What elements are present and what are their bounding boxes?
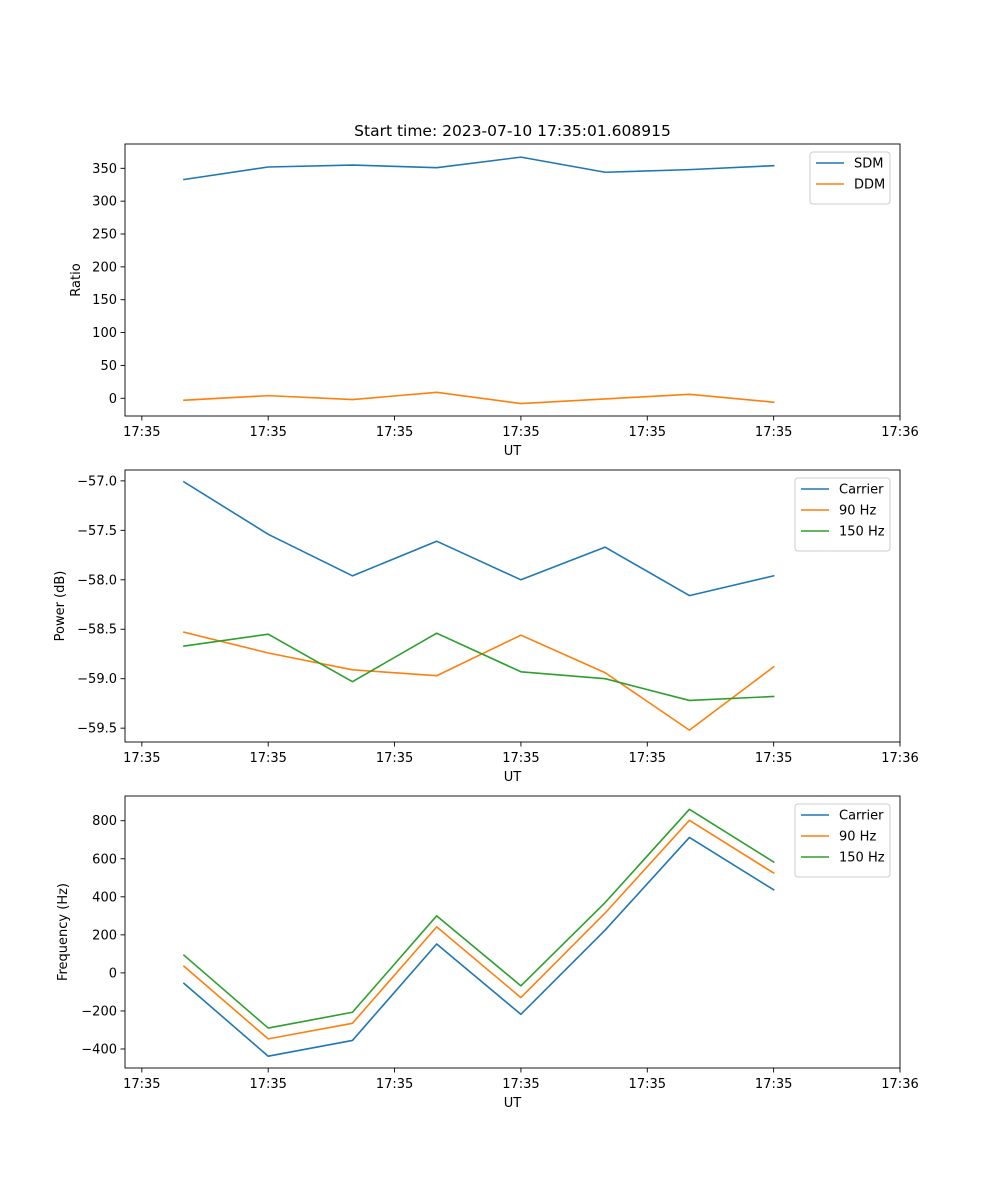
x-tick-label: 17:35 [123, 751, 160, 766]
y-tick-label: 0 [109, 966, 117, 981]
series-line-150-hz [182, 808, 775, 1029]
y-tick-label: −58.0 [77, 573, 117, 588]
series-line-90-hz [182, 819, 775, 1040]
legend: Carrier 90 Hz 150 Hz [794, 477, 891, 552]
x-tick-label: 17:36 [881, 751, 918, 766]
series-line-150-hz [183, 632, 775, 702]
x-axis-label: UT [504, 770, 522, 785]
y-axis-label: Frequency (Hz) [56, 883, 71, 981]
legend-label: DDM [854, 178, 885, 193]
series-line-sdm [183, 156, 775, 181]
legend: SDM DDM [809, 151, 891, 205]
x-tick-label: 17:35 [249, 751, 286, 766]
y-tick-label: 300 [92, 195, 117, 210]
x-tick-label: 17:35 [123, 425, 160, 440]
series-line-carrier [182, 480, 775, 597]
x-tick-label: 17:35 [629, 425, 666, 440]
x-tick-label: 17:35 [249, 425, 286, 440]
legend-label: SDM [854, 157, 883, 172]
y-tick-label: 600 [92, 852, 117, 867]
legend-box [794, 803, 891, 878]
x-tick-label: 17:36 [881, 1077, 918, 1092]
y-tick-label: −200 [81, 1004, 117, 1019]
y-tick-label: 50 [100, 359, 117, 374]
y-tick-label: 400 [92, 890, 117, 905]
y-axis-label: Ratio [69, 263, 84, 296]
x-tick-label: 17:35 [629, 1077, 666, 1092]
x-tick-label: 17:35 [755, 425, 792, 440]
x-tick-label: 17:35 [249, 1077, 286, 1092]
figure-title: Start time: 2023-07-10 17:35:01.608915 [354, 122, 671, 140]
legend-label: Carrier [839, 809, 884, 824]
legend-label: 150 Hz [839, 851, 885, 866]
legend-label: 150 Hz [839, 525, 885, 540]
legend-box [794, 477, 891, 552]
x-tick-label: 17:35 [755, 751, 792, 766]
y-tick-label: −58.5 [77, 623, 117, 638]
chart-panel-3: 17:35 17:35 17:35 17:35 17:35 17:35 17:36 −400 −… [56, 795, 919, 1111]
y-tick-label: 200 [92, 928, 117, 943]
x-axis-label: UT [504, 444, 522, 459]
chart-panel-2: 17:35 17:35 17:35 17:35 17:35 17:35 17:36 −57.0… [53, 469, 919, 785]
y-tick-label: −59.5 [77, 722, 117, 737]
x-tick-label: 17:35 [502, 751, 539, 766]
y-tick-label: 200 [92, 260, 117, 275]
series-line-90-hz [183, 631, 775, 731]
y-tick-label: 150 [92, 293, 117, 308]
y-tick-label: 350 [92, 162, 117, 177]
y-tick-label: −400 [81, 1042, 117, 1057]
x-axis-label: UT [504, 1096, 522, 1111]
series-line-ddm [183, 391, 775, 405]
y-tick-label: 0 [109, 392, 117, 407]
y-tick-label: −59.0 [77, 672, 117, 687]
legend-label: 90 Hz [839, 504, 876, 519]
legend-label: 90 Hz [839, 830, 876, 845]
axes-frame [124, 143, 901, 417]
y-tick-label: 250 [92, 228, 117, 243]
x-tick-label: 17:35 [502, 1077, 539, 1092]
x-tick-label: 17:35 [755, 1077, 792, 1092]
x-tick-label: 17:35 [376, 751, 413, 766]
legend-box [809, 151, 891, 205]
x-tick-label: 17:35 [502, 425, 539, 440]
y-tick-label: 100 [92, 326, 117, 341]
x-tick-label: 17:35 [123, 1077, 160, 1092]
x-tick-label: 17:36 [881, 425, 918, 440]
legend: Carrier 90 Hz 150 Hz [794, 803, 891, 878]
legend-label: Carrier [839, 483, 884, 498]
series-line-carrier [182, 836, 775, 1058]
x-tick-label: 17:35 [376, 425, 413, 440]
axes-frame [124, 469, 901, 743]
axes-frame [124, 795, 901, 1069]
y-tick-label: −57.5 [77, 524, 117, 539]
x-tick-label: 17:35 [376, 1077, 413, 1092]
chart-panel-1: 17:35 17:35 17:35 17:35 17:35 17:35 17:36 0 50 10… [69, 143, 919, 459]
y-axis-label: Power (dB) [53, 571, 68, 642]
y-tick-label: 800 [92, 814, 117, 829]
x-tick-label: 17:35 [629, 751, 666, 766]
y-tick-label: −57.0 [77, 474, 117, 489]
